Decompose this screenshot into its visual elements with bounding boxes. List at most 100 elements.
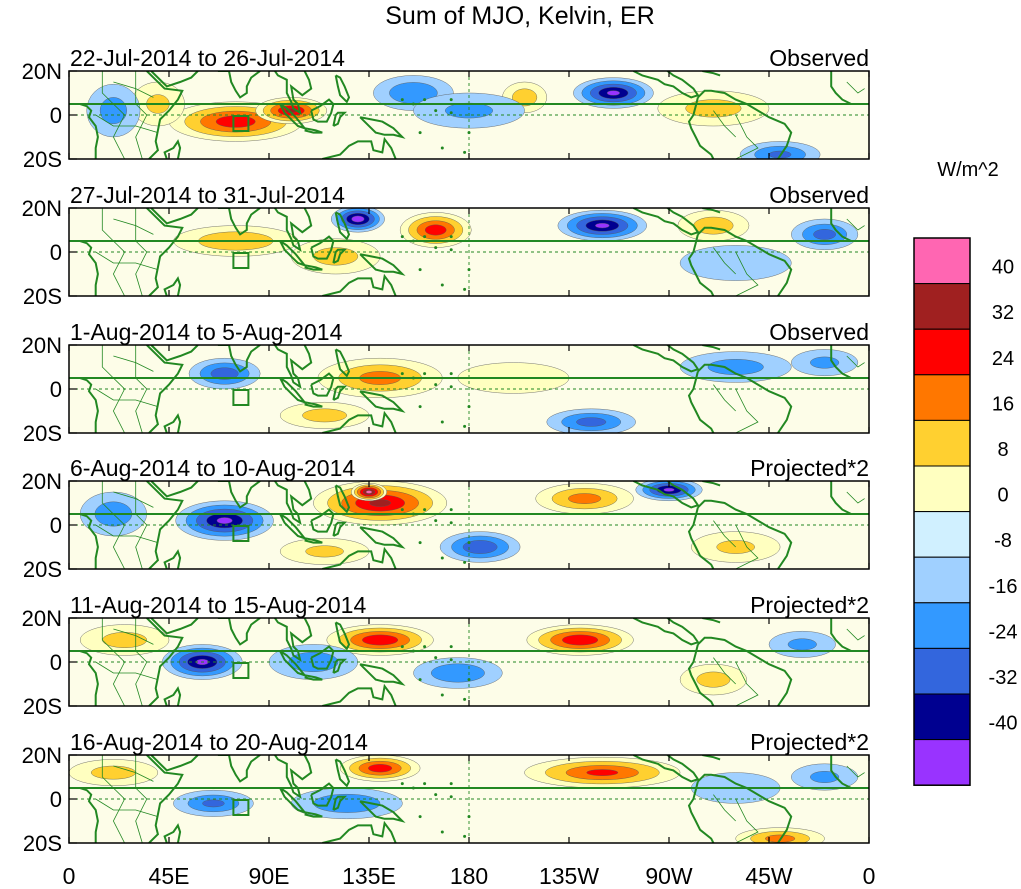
country-border [846, 355, 865, 368]
island-marker [440, 693, 444, 697]
region-box [232, 115, 250, 132]
lat-label: 20S [23, 421, 62, 446]
country-border [713, 657, 736, 685]
country-border [101, 618, 126, 706]
lat-label: 20S [23, 284, 62, 309]
country-border [735, 661, 759, 706]
lat-label: 0 [50, 103, 62, 128]
island-marker [423, 372, 427, 376]
coastline [217, 71, 261, 99]
coastline [359, 800, 406, 823]
lon-label: 45E [149, 863, 190, 889]
anomaly-contour [606, 90, 620, 96]
coastline [217, 618, 261, 646]
island-marker [463, 424, 467, 428]
coastline [146, 208, 184, 296]
colorbar-swatch [913, 647, 971, 695]
colorbar-level-label: 40 [992, 257, 1014, 279]
island-marker [411, 786, 415, 790]
anomaly-contour [679, 245, 792, 281]
island-marker [434, 109, 438, 113]
coastline [150, 345, 199, 362]
coastline [687, 781, 715, 843]
island-marker [400, 645, 404, 649]
coastline [632, 481, 700, 509]
anomaly-contour [90, 765, 136, 780]
island-marker [418, 541, 422, 545]
coastline [279, 377, 308, 405]
lat-label: 20N [22, 333, 62, 358]
colorbar-level-label: -32 [989, 667, 1018, 689]
anomaly-contour [707, 359, 764, 375]
coastline [687, 507, 715, 569]
country-border [95, 661, 159, 680]
colorbar-level-label: 8 [997, 439, 1008, 461]
panel-date-range: 16-Aug-2014 to 20-Aug-2014 [70, 729, 368, 755]
island-marker [418, 678, 422, 682]
colorbar: W/m^2 40 32 24 16 8 0 -8 -16 -24 -32 -40 [913, 159, 1018, 786]
coastline [334, 74, 351, 104]
coastline [150, 755, 199, 772]
anomaly-contour [425, 224, 447, 236]
lon-label: 180 [450, 863, 488, 889]
lat-label: 20N [22, 606, 62, 631]
coastline [830, 755, 869, 789]
lat-label: 0 [50, 513, 62, 538]
coastline [163, 823, 182, 843]
lat-label: 0 [50, 650, 62, 675]
island-marker [463, 697, 467, 701]
coastline [632, 755, 700, 783]
island-marker [434, 519, 438, 523]
anomaly-contour [568, 493, 602, 504]
coastline [697, 499, 793, 569]
colorbar-level-label: -16 [989, 576, 1018, 598]
coastline [359, 116, 406, 139]
lat-label: 20N [22, 469, 62, 494]
lat-label: 20N [22, 59, 62, 84]
country-border [135, 618, 148, 706]
country-border [113, 355, 154, 372]
coastline [304, 264, 323, 271]
coastline [322, 820, 397, 843]
map-panel: 20N 0 20S 27-Jul-2014 to 31-Jul-2014 Observe… [22, 182, 870, 309]
anomaly-contour [813, 229, 836, 240]
coastline [697, 226, 793, 296]
lat-label: 20N [22, 743, 62, 768]
region-box [232, 662, 250, 679]
country-border [101, 755, 126, 843]
colorbar-swatch [913, 556, 971, 604]
coastline [830, 481, 869, 515]
panel-date-range: 11-Aug-2014 to 15-Aug-2014 [70, 592, 366, 618]
country-border [101, 345, 126, 433]
anomaly-contour [362, 634, 399, 646]
coastline [163, 549, 182, 569]
coastline [697, 773, 793, 843]
coastline [359, 253, 406, 276]
coastline [217, 481, 261, 509]
anomaly-contour [215, 115, 256, 128]
lat-label: 20S [23, 694, 62, 719]
island-marker [440, 420, 444, 424]
country-border [135, 71, 148, 159]
island-marker [423, 98, 427, 102]
coastline [217, 755, 261, 783]
island-marker [449, 795, 453, 799]
colorbar-swatch [913, 511, 971, 558]
lat-label: 20N [22, 196, 62, 221]
coastline [322, 136, 397, 159]
coastline [304, 401, 323, 408]
coastline [150, 71, 199, 88]
coastline [217, 345, 261, 373]
lon-label: 90E [249, 863, 290, 889]
island-marker [411, 512, 415, 516]
coastline [217, 208, 261, 236]
coastline [632, 208, 700, 236]
island-marker [463, 834, 467, 838]
island-marker [434, 246, 438, 250]
coastline [697, 363, 793, 433]
island-marker [411, 102, 415, 106]
country-border [846, 491, 865, 504]
coastlines [69, 481, 869, 569]
anomaly-contour [586, 769, 619, 776]
coastline [269, 345, 313, 390]
